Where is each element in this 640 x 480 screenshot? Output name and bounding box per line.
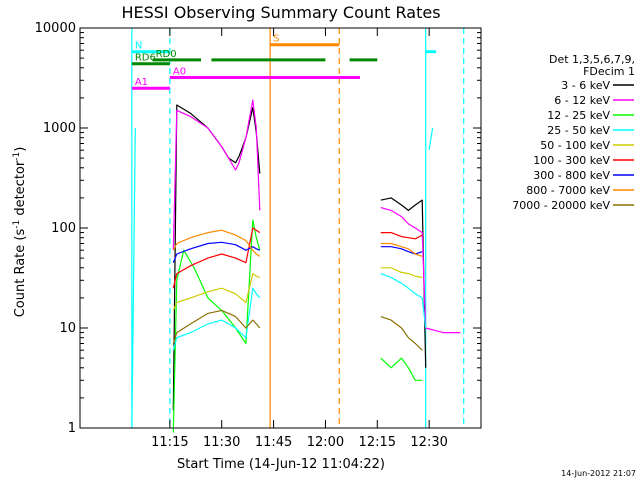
series-2-segment-1: [380, 357, 423, 381]
x-axis-label: Start Time (14-Jun-12 11:04:22): [177, 457, 385, 472]
footer-timestamp: 14-Jun-2012 21:07: [561, 469, 636, 478]
flag-label-rd0: RD0: [156, 49, 177, 60]
y-ticks: 1 10 100 1000 10000: [35, 21, 481, 436]
legend-label-8: 7000 - 20000 keV: [512, 199, 610, 212]
series-4-segment-1: [380, 267, 423, 279]
series-3-segment-3: [428, 127, 434, 151]
legend-header-1: FDecim 1: [583, 65, 635, 78]
y-axis-label: Count Rate (s-1 detector-1): [12, 147, 28, 318]
flag-label-a0: A0: [173, 66, 186, 77]
x-tick-label-4: 12:15: [359, 435, 396, 450]
series-0-segment-1: [380, 197, 427, 368]
flag-label-s: S: [273, 34, 279, 45]
series-0-segment-0: [172, 104, 261, 411]
series-3-segment-0: [131, 127, 136, 429]
chart-title: HESSI Observing Summary Count Rates: [121, 3, 440, 22]
legend-label-7: 800 - 7000 keV: [526, 184, 610, 197]
series-6-segment-1: [380, 246, 423, 255]
x-tick-label-5: 12:30: [410, 435, 447, 450]
series-1-segment-0: [172, 99, 261, 251]
legend-label-5: 100 - 300 keV: [533, 154, 610, 167]
series-8-segment-0: [172, 309, 261, 344]
series-1-segment-1: [380, 207, 461, 334]
y-tick-label-0: 1: [68, 421, 76, 436]
legend-label-1: 6 - 12 keV: [554, 94, 610, 107]
series-7-segment-0: [172, 229, 261, 257]
series-3-segment-1: [172, 287, 261, 351]
series-5-segment-0: [172, 227, 261, 289]
legend-label-2: 12 - 25 keV: [547, 109, 610, 122]
flag-label-n: N: [135, 41, 142, 52]
flag-label-a1: A1: [135, 77, 148, 88]
series-6-segment-0: [172, 241, 261, 263]
x-tick-label-2: 11:45: [255, 435, 292, 450]
series-7-segment-1: [380, 242, 423, 257]
legend-label-3: 25 - 50 keV: [547, 124, 610, 137]
legend-label-6: 300 - 800 keV: [533, 169, 610, 182]
series-4-segment-0: [172, 273, 261, 311]
legend-label-4: 50 - 100 keV: [540, 139, 610, 152]
y-axis-label-mid: detector: [13, 160, 28, 220]
x-ticks: 11:15 11:30 11:45 12:00 12:15 12:30: [151, 28, 448, 450]
y-axis-label-end: ): [13, 147, 28, 152]
y-axis-label-main: Count Rate (s: [13, 229, 28, 318]
y-tick-label-4: 10000: [35, 21, 76, 36]
series-8-segment-1: [380, 316, 423, 351]
y-axis-label-sup2: -1: [12, 152, 22, 161]
legend: Det 1,3,5,6,7,9,FDecim 13 - 6 keV 6 - 12 …: [512, 53, 635, 212]
legend-header-0: Det 1,3,5,6,7,9,: [549, 53, 635, 66]
legend-label-0: 3 - 6 keV: [561, 79, 610, 92]
y-axis-label-sup1: -1: [12, 220, 22, 229]
y-tick-label-3: 1000: [43, 121, 76, 136]
x-tick-label-1: 11:30: [203, 435, 240, 450]
series-5-segment-1: [380, 232, 423, 240]
y-tick-label-1: 10: [59, 321, 76, 336]
x-tick-label-0: 11:15: [151, 435, 188, 450]
flag-label-rd6: RD6: [135, 53, 156, 64]
series-3-segment-2: [380, 273, 427, 329]
x-tick-label-3: 12:00: [307, 435, 344, 450]
y-tick-label-2: 100: [51, 221, 76, 236]
